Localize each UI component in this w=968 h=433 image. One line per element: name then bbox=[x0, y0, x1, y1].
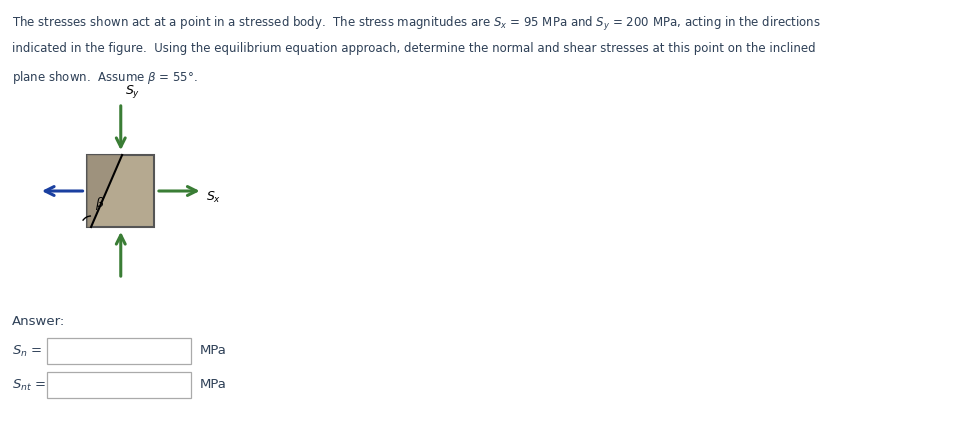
Text: MPa: MPa bbox=[199, 378, 227, 391]
Text: plane shown.  Assume $\beta$ = 55°.: plane shown. Assume $\beta$ = 55°. bbox=[12, 69, 197, 86]
Text: $S_{nt}$ =: $S_{nt}$ = bbox=[12, 378, 46, 393]
Text: The stresses shown act at a point in a stressed body.  The stress magnitudes are: The stresses shown act at a point in a s… bbox=[12, 15, 821, 33]
Text: $S_y$: $S_y$ bbox=[126, 83, 140, 100]
Bar bbox=[87, 155, 154, 227]
Text: indicated in the figure.  Using the equilibrium equation approach, determine the: indicated in the figure. Using the equil… bbox=[12, 42, 816, 55]
Polygon shape bbox=[87, 155, 122, 227]
Text: $S_n$ =: $S_n$ = bbox=[12, 343, 43, 359]
Text: Answer:: Answer: bbox=[12, 315, 65, 328]
Bar bbox=[47, 338, 192, 364]
Bar bbox=[47, 372, 192, 398]
Text: $\beta$: $\beta$ bbox=[95, 195, 105, 212]
Text: $S_x$: $S_x$ bbox=[206, 190, 222, 204]
Text: MPa: MPa bbox=[199, 345, 227, 358]
